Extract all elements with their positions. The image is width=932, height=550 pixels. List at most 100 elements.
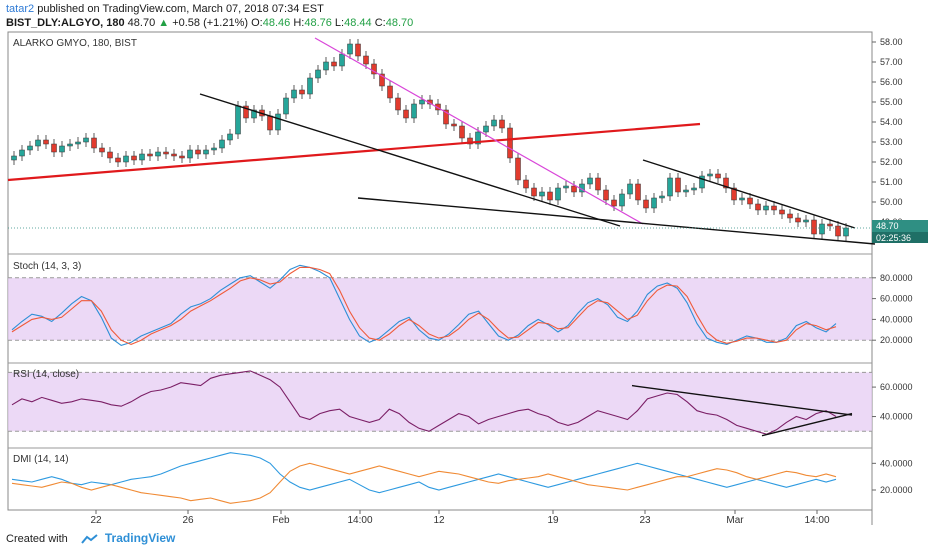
tradingview-brand[interactable]: TradingView bbox=[104, 531, 176, 545]
candle-body bbox=[291, 89, 297, 99]
candle-body bbox=[91, 137, 97, 149]
time-axis-label: 26 bbox=[182, 515, 194, 526]
candle-body bbox=[283, 97, 289, 115]
high-label: H: bbox=[293, 17, 305, 29]
candle-body bbox=[539, 191, 545, 197]
candle-body bbox=[499, 119, 505, 129]
candle-body bbox=[179, 155, 185, 159]
candle-body bbox=[203, 149, 209, 155]
price-axis-label: 57.00 bbox=[880, 57, 903, 67]
indicator-axis-label: 40.0000 bbox=[880, 458, 913, 468]
candle-body bbox=[235, 105, 241, 135]
candle-body bbox=[339, 53, 345, 67]
candle-body bbox=[395, 97, 401, 111]
countdown-badge-text: 02:25:36 bbox=[876, 233, 911, 243]
symbol-name: BIST_DLY:ALGYO, 180 bbox=[6, 17, 125, 29]
candle-body bbox=[611, 199, 617, 207]
change-value: +0.58 (+1.21%) bbox=[172, 17, 249, 29]
candle-body bbox=[787, 213, 793, 219]
candle-body bbox=[251, 109, 257, 119]
candle-body bbox=[67, 143, 73, 147]
candle-body bbox=[771, 205, 777, 211]
series-line-RSI bbox=[11, 370, 837, 435]
indicator-axis-label: 80.0000 bbox=[880, 273, 913, 283]
candle-body bbox=[587, 177, 593, 185]
candle-body bbox=[187, 149, 193, 159]
candle-body bbox=[659, 195, 665, 199]
high-value: 48.76 bbox=[304, 17, 332, 29]
candle-body bbox=[707, 173, 713, 177]
published-text: published on TradingView.com, March 07, … bbox=[37, 3, 324, 15]
upper-channel-trendline bbox=[199, 93, 621, 227]
candle-body bbox=[515, 157, 521, 181]
candle-body bbox=[219, 139, 225, 149]
footer: Created with TradingView bbox=[6, 531, 175, 545]
candle-body bbox=[83, 137, 89, 143]
candle-body bbox=[243, 105, 249, 119]
time-axis-label: 23 bbox=[639, 515, 651, 526]
candle-body bbox=[547, 191, 553, 201]
candle-body bbox=[443, 109, 449, 125]
candle-body bbox=[355, 43, 361, 57]
rsi-resistance-line bbox=[631, 384, 853, 416]
candle-body bbox=[795, 217, 801, 223]
publish-info: tatar2 published on TradingView.com, Mar… bbox=[6, 3, 324, 15]
red-support-trendline bbox=[7, 122, 701, 182]
candle-body bbox=[739, 197, 745, 201]
time-axis-label: 14:00 bbox=[347, 515, 372, 526]
candle-body bbox=[483, 125, 489, 133]
candle-body bbox=[363, 55, 369, 65]
candle-body bbox=[323, 61, 329, 71]
oscillator-band bbox=[8, 372, 872, 432]
price-axis-label: 50.00 bbox=[880, 197, 903, 207]
candle-body bbox=[803, 219, 809, 223]
candle-body bbox=[227, 133, 233, 141]
open-label: O: bbox=[251, 17, 263, 29]
author-link[interactable]: tatar2 bbox=[6, 3, 35, 15]
candle-body bbox=[531, 187, 537, 197]
candle-body bbox=[139, 153, 145, 161]
time-axis-label: 14:00 bbox=[804, 515, 829, 526]
candle-body bbox=[603, 189, 609, 201]
candle-body bbox=[307, 77, 313, 95]
candle-body bbox=[211, 147, 217, 151]
candle-body bbox=[683, 189, 689, 193]
candle-body bbox=[35, 139, 41, 147]
candle-body bbox=[43, 139, 49, 145]
time-axis-label: 12 bbox=[433, 515, 445, 526]
candle-body bbox=[371, 63, 377, 75]
indicator-title: DMI (14, 14) bbox=[13, 454, 69, 465]
price-pane-title: ALARKO GMYO, 180, BIST bbox=[13, 38, 137, 49]
price-axis-label: 54.00 bbox=[880, 117, 903, 127]
candle-body bbox=[523, 179, 529, 189]
candle-body bbox=[747, 197, 753, 205]
candle-body bbox=[715, 173, 721, 179]
time-axis-label: Mar bbox=[726, 515, 744, 526]
candle-body bbox=[107, 151, 113, 159]
candle-body bbox=[643, 199, 649, 209]
time-axis-label: Feb bbox=[272, 515, 290, 526]
candle-body bbox=[299, 89, 305, 95]
indicator-title: RSI (14, close) bbox=[13, 369, 79, 380]
symbol-quote-line: BIST_DLY:ALGYO, 180 48.70 ▲ +0.58 (+1.21… bbox=[6, 17, 413, 29]
candle-body bbox=[675, 177, 681, 193]
candle-body bbox=[811, 219, 817, 235]
series-line-%K bbox=[11, 264, 837, 347]
candle-body bbox=[11, 155, 17, 161]
candle-body bbox=[267, 115, 273, 131]
countdown-badge bbox=[872, 232, 928, 243]
candle-body bbox=[59, 145, 65, 153]
tradingview-logo-icon bbox=[81, 534, 99, 544]
candle-body bbox=[563, 185, 569, 189]
low-value: 48.44 bbox=[344, 17, 372, 29]
series-line--DI bbox=[11, 462, 837, 504]
candle-body bbox=[99, 147, 105, 153]
candle-body bbox=[411, 103, 417, 119]
candle-body bbox=[763, 205, 769, 211]
candle-body bbox=[19, 149, 25, 157]
candle-body bbox=[731, 187, 737, 201]
created-with-label: Created with bbox=[6, 533, 68, 545]
candle-body bbox=[619, 193, 625, 207]
candle-body bbox=[115, 157, 121, 163]
